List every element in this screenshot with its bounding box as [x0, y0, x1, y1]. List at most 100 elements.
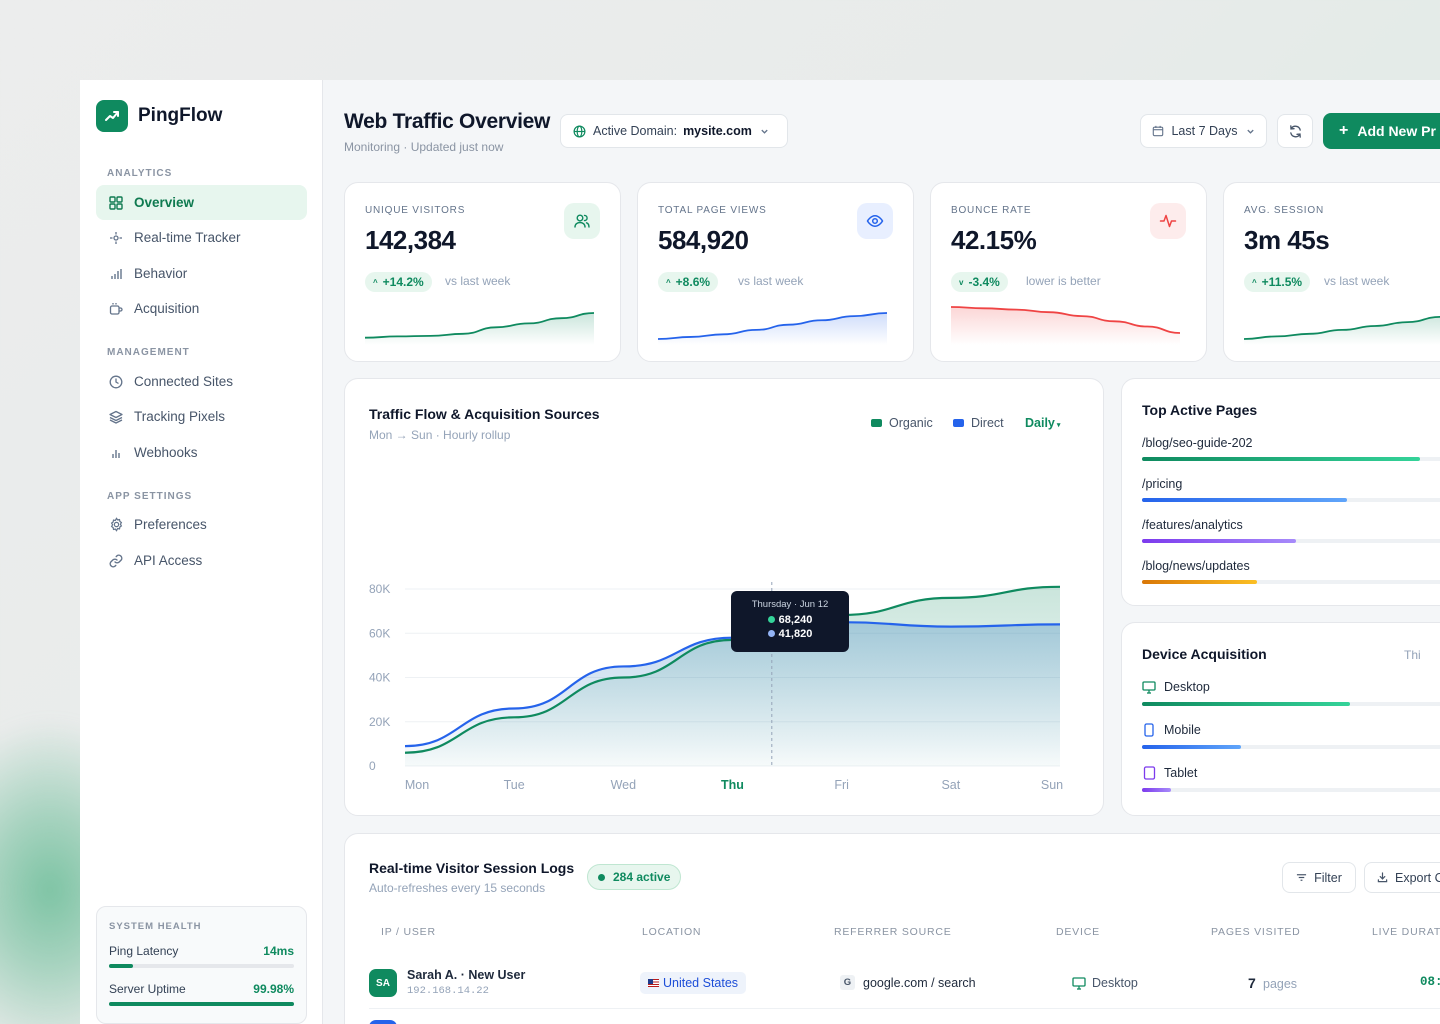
layers-icon — [108, 409, 124, 425]
nav-section-app-settings: APP SETTINGS — [107, 491, 193, 502]
live-duration: 08: — [1420, 975, 1440, 989]
sidebar-item-tracking-pixels[interactable]: Tracking Pixels — [96, 399, 307, 434]
sidebar-item-overview[interactable]: Overview — [96, 185, 307, 220]
gear-icon — [108, 517, 124, 533]
top-page-bar — [1142, 498, 1440, 502]
sparkline-area — [951, 307, 1180, 345]
domain-value: mysite.com — [683, 124, 752, 138]
app-name: PingFlow — [138, 105, 223, 126]
stat-label: BOUNCE RATE — [951, 205, 1032, 216]
calendar-icon — [1152, 125, 1164, 137]
col-referrer[interactable]: REFERRER SOURCE — [834, 926, 952, 938]
chevron-up-icon: ^ — [1252, 277, 1257, 287]
sidebar-item-api-access[interactable]: API Access — [96, 543, 307, 578]
system-health-title: SYSTEM HEALTH — [109, 921, 202, 932]
delta-note: vs last week — [445, 274, 511, 288]
sidebar-item-label: Behavior — [134, 266, 188, 281]
sidebar-item-label: Real-time Tracker — [134, 230, 241, 245]
health-row: Ping Latency 14ms — [109, 944, 294, 958]
live-dot-icon — [598, 873, 605, 881]
device-acquisition-card: Device Acquisition Thi Desktop Mobile Tabl… — [1121, 622, 1440, 816]
stat-value: 42.15% — [951, 225, 1037, 255]
col-device[interactable]: DEVICE — [1056, 926, 1100, 938]
traffic-chart-card: Traffic Flow & Acquisition Sources Mon →… — [344, 378, 1104, 816]
stat-card: TOTAL PAGE VIEWS 584,920 ^ +8.6% vs last wee… — [637, 182, 914, 362]
device-bar — [1142, 702, 1440, 706]
sparkline-line — [658, 312, 887, 340]
health-row: Server Uptime 99.98% — [109, 982, 294, 996]
us-flag-icon — [648, 979, 659, 987]
delta-note: vs last week — [1324, 274, 1390, 288]
location-badge: United States — [640, 972, 747, 994]
users-icon — [564, 203, 600, 239]
sidebar-item-connected-sites[interactable]: Connected Sites — [96, 364, 307, 399]
top-page-row[interactable]: /features/analytics — [1142, 518, 1440, 543]
chart-title: Traffic Flow & Acquisition Sources — [369, 406, 600, 422]
stat-card: AVG. SESSION 3m 45s ^ +11.5% vs last week — [1223, 182, 1440, 362]
sidebar-item-behavior[interactable]: Behavior — [96, 256, 307, 291]
ping-latency-bar — [109, 964, 294, 968]
x-tick-label: Tue — [504, 778, 525, 792]
server-uptime-label: Server Uptime — [109, 982, 186, 996]
trend-up-icon — [96, 100, 128, 132]
referrer-source[interactable]: google.com / search — [863, 976, 976, 990]
sparkline — [658, 312, 887, 345]
sidebar-item-webhooks[interactable]: Webhooks — [96, 435, 307, 470]
y-tick-label: 60K — [369, 626, 390, 640]
x-tick-label: Fri — [834, 778, 849, 792]
grid-icon — [108, 195, 124, 211]
device-period[interactable]: Thi — [1404, 648, 1421, 662]
plus-icon: + — [1339, 122, 1349, 139]
col-pages[interactable]: PAGES VISITED — [1211, 926, 1301, 938]
tooltip-organic: 68,240 — [731, 614, 849, 626]
domain-selector[interactable]: Active Domain: mysite.com — [560, 114, 788, 148]
refresh-button[interactable] — [1277, 114, 1313, 148]
top-page-row[interactable]: /blog/seo-guide-202 — [1142, 436, 1440, 461]
x-tick-label: Sun — [1041, 778, 1063, 792]
sidebar-item-label: API Access — [134, 553, 203, 568]
logo[interactable]: PingFlow — [96, 100, 222, 132]
col-duration[interactable]: LIVE DURAT — [1372, 926, 1440, 938]
sparkline-line — [951, 306, 1180, 334]
filter-button[interactable]: Filter — [1282, 862, 1356, 893]
period-dropdown[interactable]: Daily ▾ — [1025, 416, 1060, 430]
stat-label: TOTAL PAGE VIEWS — [658, 205, 767, 216]
smartphone-icon — [1142, 723, 1156, 737]
sidebar-item-preferences[interactable]: Preferences — [96, 507, 307, 542]
tablet-icon — [1142, 766, 1156, 780]
legend-organic: Organic — [871, 416, 933, 430]
sidebar-item-acquisition[interactable]: Acquisition — [96, 291, 307, 326]
top-page-bar — [1142, 539, 1440, 543]
stat-card: UNIQUE VISITORS 142,384 ^ +14.2% vs last wee… — [344, 182, 621, 362]
sparkline-area — [658, 313, 887, 345]
filter-icon — [1296, 872, 1307, 883]
col-ip-user[interactable]: IP / USER — [381, 926, 436, 938]
chart-subtitle: Mon → Sun · Hourly rollup — [369, 428, 511, 442]
google-icon: G — [840, 975, 855, 990]
monitor-icon — [1072, 977, 1086, 995]
tooltip-direct: 41,820 — [731, 628, 849, 640]
delta-badge: ^ +8.6% — [658, 272, 719, 292]
col-location[interactable]: LOCATION — [642, 926, 702, 938]
export-button[interactable]: Export C — [1364, 862, 1440, 893]
sparkline-area — [1244, 316, 1440, 345]
server-uptime-value: 99.98% — [253, 982, 294, 996]
app-window: PingFlow ANALYTICS Overview Real-time Tr… — [80, 80, 1440, 1024]
device-label: Tablet — [1164, 766, 1198, 780]
date-range-label: Last 7 Days — [1171, 124, 1238, 138]
y-tick-label: 20K — [369, 715, 390, 729]
sidebar-item-realtime[interactable]: Real-time Tracker — [96, 220, 307, 255]
crosshair-icon — [108, 230, 124, 246]
add-new-property-button[interactable]: + Add New Pr — [1323, 113, 1440, 149]
domain-label: Active Domain: — [593, 124, 678, 138]
page-subtitle: Monitoring · Updated just now — [344, 140, 504, 154]
sparkline-line — [365, 312, 594, 339]
eye-icon — [857, 203, 893, 239]
sparkline — [365, 312, 594, 345]
chevron-down-icon — [1246, 127, 1255, 136]
top-page-row[interactable]: /pricing — [1142, 477, 1440, 502]
top-page-row[interactable]: /blog/news/updates — [1142, 559, 1440, 584]
stat-label: AVG. SESSION — [1244, 205, 1324, 216]
legend-organic-label: Organic — [889, 416, 933, 430]
date-range-selector[interactable]: Last 7 Days — [1140, 114, 1267, 148]
